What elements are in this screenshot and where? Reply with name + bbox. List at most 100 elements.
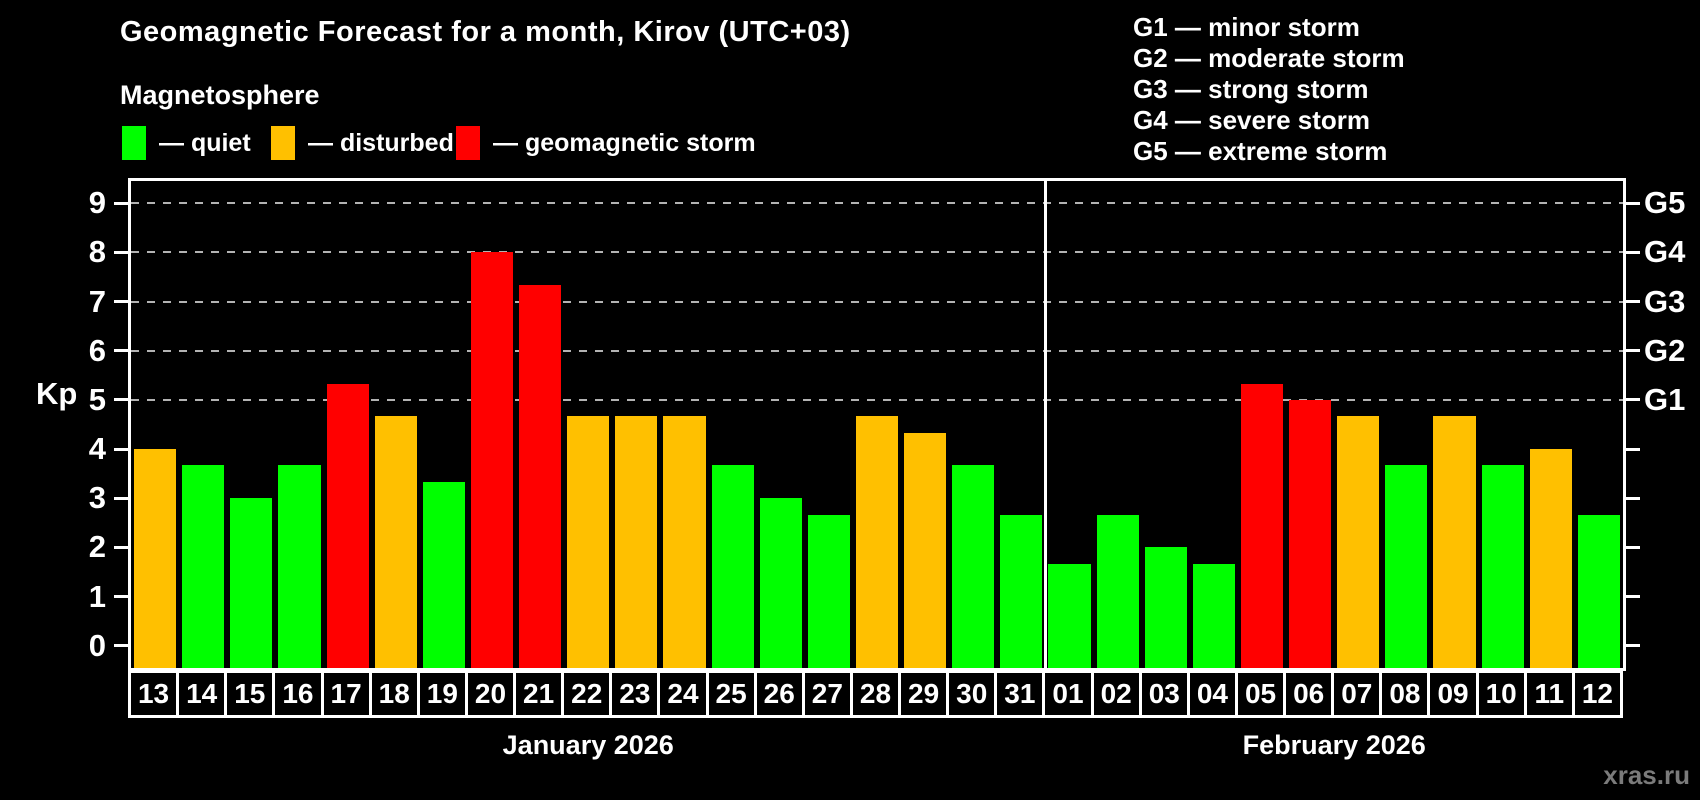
y-axis-label: Kp <box>36 376 78 411</box>
day-label-cell: 27 <box>801 670 853 718</box>
day-label-cell: 17 <box>320 670 372 718</box>
day-label-cell: 04 <box>1186 670 1238 718</box>
y-tick-left <box>114 545 128 549</box>
g-scale-legend: G1 — minor storm G2 — moderate storm G3 … <box>1133 12 1405 167</box>
kp-bar-day-18 <box>374 416 417 668</box>
kp-bar-day-25 <box>711 465 754 668</box>
g-legend-line-1: G1 — minor storm <box>1133 12 1360 42</box>
day-label-cell: 16 <box>272 670 324 718</box>
day-label-cell: 09 <box>1427 670 1479 718</box>
day-label-cell: 08 <box>1379 670 1431 718</box>
day-label-cell: 10 <box>1475 670 1527 718</box>
y-tick-right <box>1626 545 1640 549</box>
kp-bar-day-16 <box>278 465 321 668</box>
month-divider <box>1043 181 1047 668</box>
g-tick-label: G4 <box>1644 234 1686 270</box>
day-label-cell: 29 <box>898 670 950 718</box>
y-tick-left <box>114 496 128 500</box>
kp-bar-day-15 <box>230 498 273 668</box>
day-label-cell: 25 <box>705 670 757 718</box>
y-tick-left <box>114 644 128 648</box>
kp-bar-day-30 <box>952 465 995 668</box>
y-tick-label: 7 <box>88 283 106 319</box>
kp-bar-day-07 <box>1337 416 1380 668</box>
legend-label-quiet: — quiet <box>159 128 251 157</box>
y-tick-label: 9 <box>88 185 106 221</box>
day-label-cell: 06 <box>1283 670 1335 718</box>
kp-bar-day-02 <box>1096 514 1139 668</box>
gridline-kp7 <box>131 300 1623 303</box>
g-tick-label: G1 <box>1644 381 1686 417</box>
day-label-cell: 18 <box>368 670 420 718</box>
day-label-cell: 15 <box>224 670 276 718</box>
y-tick-left <box>114 398 128 402</box>
y-tick-left <box>114 201 128 205</box>
day-label-cell: 05 <box>1234 670 1287 718</box>
kp-bar-day-08 <box>1385 465 1428 668</box>
g-legend-line-5: G5 — extreme storm <box>1133 136 1388 166</box>
day-label-cell: 22 <box>561 670 613 718</box>
y-tick-label: 0 <box>88 627 106 663</box>
y-tick-right <box>1626 595 1640 599</box>
y-tick-label: 4 <box>88 431 106 467</box>
day-label-cell: 03 <box>1138 670 1190 718</box>
day-label-cell: 26 <box>753 670 805 718</box>
y-tick-left <box>114 250 128 254</box>
kp-bar-day-10 <box>1481 465 1524 668</box>
g-legend-line-2: G2 — moderate storm <box>1133 43 1405 73</box>
kp-bar-day-29 <box>904 432 947 668</box>
day-label-cell: 23 <box>609 670 661 718</box>
g-tick-label: G3 <box>1644 283 1686 319</box>
plot-area <box>114 178 1640 671</box>
y-tick-right <box>1626 250 1640 254</box>
kp-bar-day-05 <box>1240 383 1284 668</box>
kp-bar-day-11 <box>1529 449 1572 668</box>
day-label-cell: 13 <box>128 670 180 718</box>
y-tick-label: 2 <box>88 529 106 565</box>
quiet-swatch-icon <box>122 126 146 160</box>
kp-bar-day-22 <box>567 416 610 668</box>
y-tick-left <box>114 595 128 599</box>
kp-bar-day-01 <box>1048 563 1091 668</box>
kp-bar-day-21 <box>519 285 562 668</box>
page-title: Geomagnetic Forecast for a month, Kirov … <box>120 16 851 48</box>
kp-bar-day-09 <box>1433 416 1476 668</box>
y-tick-right <box>1626 349 1640 353</box>
storm-swatch-icon <box>456 126 480 160</box>
kp-bar-day-24 <box>663 416 706 668</box>
kp-bar-day-04 <box>1192 563 1235 668</box>
kp-bar-day-17 <box>326 383 369 668</box>
month-label: February 2026 <box>1242 730 1426 760</box>
y-tick-right <box>1626 447 1640 451</box>
day-label-cell: 31 <box>994 670 1046 718</box>
day-label-cell: 28 <box>849 670 902 718</box>
day-label-cell: 07 <box>1331 670 1383 718</box>
y-tick-label: 1 <box>88 578 106 614</box>
kp-bar-day-26 <box>759 498 802 668</box>
g-legend-line-3: G3 — strong storm <box>1133 74 1369 104</box>
kp-bar-day-14 <box>182 465 225 668</box>
legend-label-disturbed: — disturbed <box>308 128 454 157</box>
y-tick-right <box>1626 201 1640 205</box>
day-label-cell: 02 <box>1090 670 1142 718</box>
g-legend-line-4: G4 — severe storm <box>1133 105 1371 135</box>
watermark: xras.ru <box>1603 760 1690 790</box>
kp-bar-day-06 <box>1289 399 1332 668</box>
day-label-cell: 20 <box>464 670 517 718</box>
y-tick-right <box>1626 300 1640 304</box>
kp-bar-day-23 <box>615 416 658 668</box>
kp-bar-day-31 <box>1000 514 1043 668</box>
day-label-cell: 24 <box>657 670 709 718</box>
g-tick-label: G2 <box>1644 332 1686 368</box>
day-label-cell: 01 <box>1042 670 1094 718</box>
g-tick-label: G5 <box>1644 185 1686 221</box>
y-tick-left <box>114 447 128 451</box>
legend-item-storm: — geomagnetic storm <box>456 126 756 160</box>
month-label: January 2026 <box>502 730 674 760</box>
y-tick-label: 5 <box>88 381 106 417</box>
y-tick-right <box>1626 496 1640 500</box>
gridline-kp9 <box>131 202 1623 205</box>
day-label-cell: 30 <box>946 670 998 718</box>
day-axis: 13 14 15 16 17 18 19 20 21 22 23 24 25 26 27 28 29 30 31 01… <box>128 670 1629 718</box>
